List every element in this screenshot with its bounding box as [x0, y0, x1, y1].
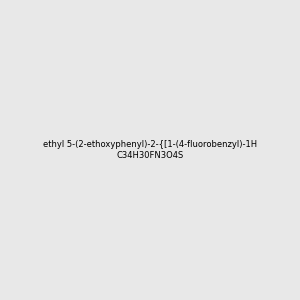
Text: ethyl 5-(2-ethoxyphenyl)-2-{[1-(4-fluorobenzyl)-1H
C34H30FN3O4S: ethyl 5-(2-ethoxyphenyl)-2-{[1-(4-fluoro…	[43, 140, 257, 160]
